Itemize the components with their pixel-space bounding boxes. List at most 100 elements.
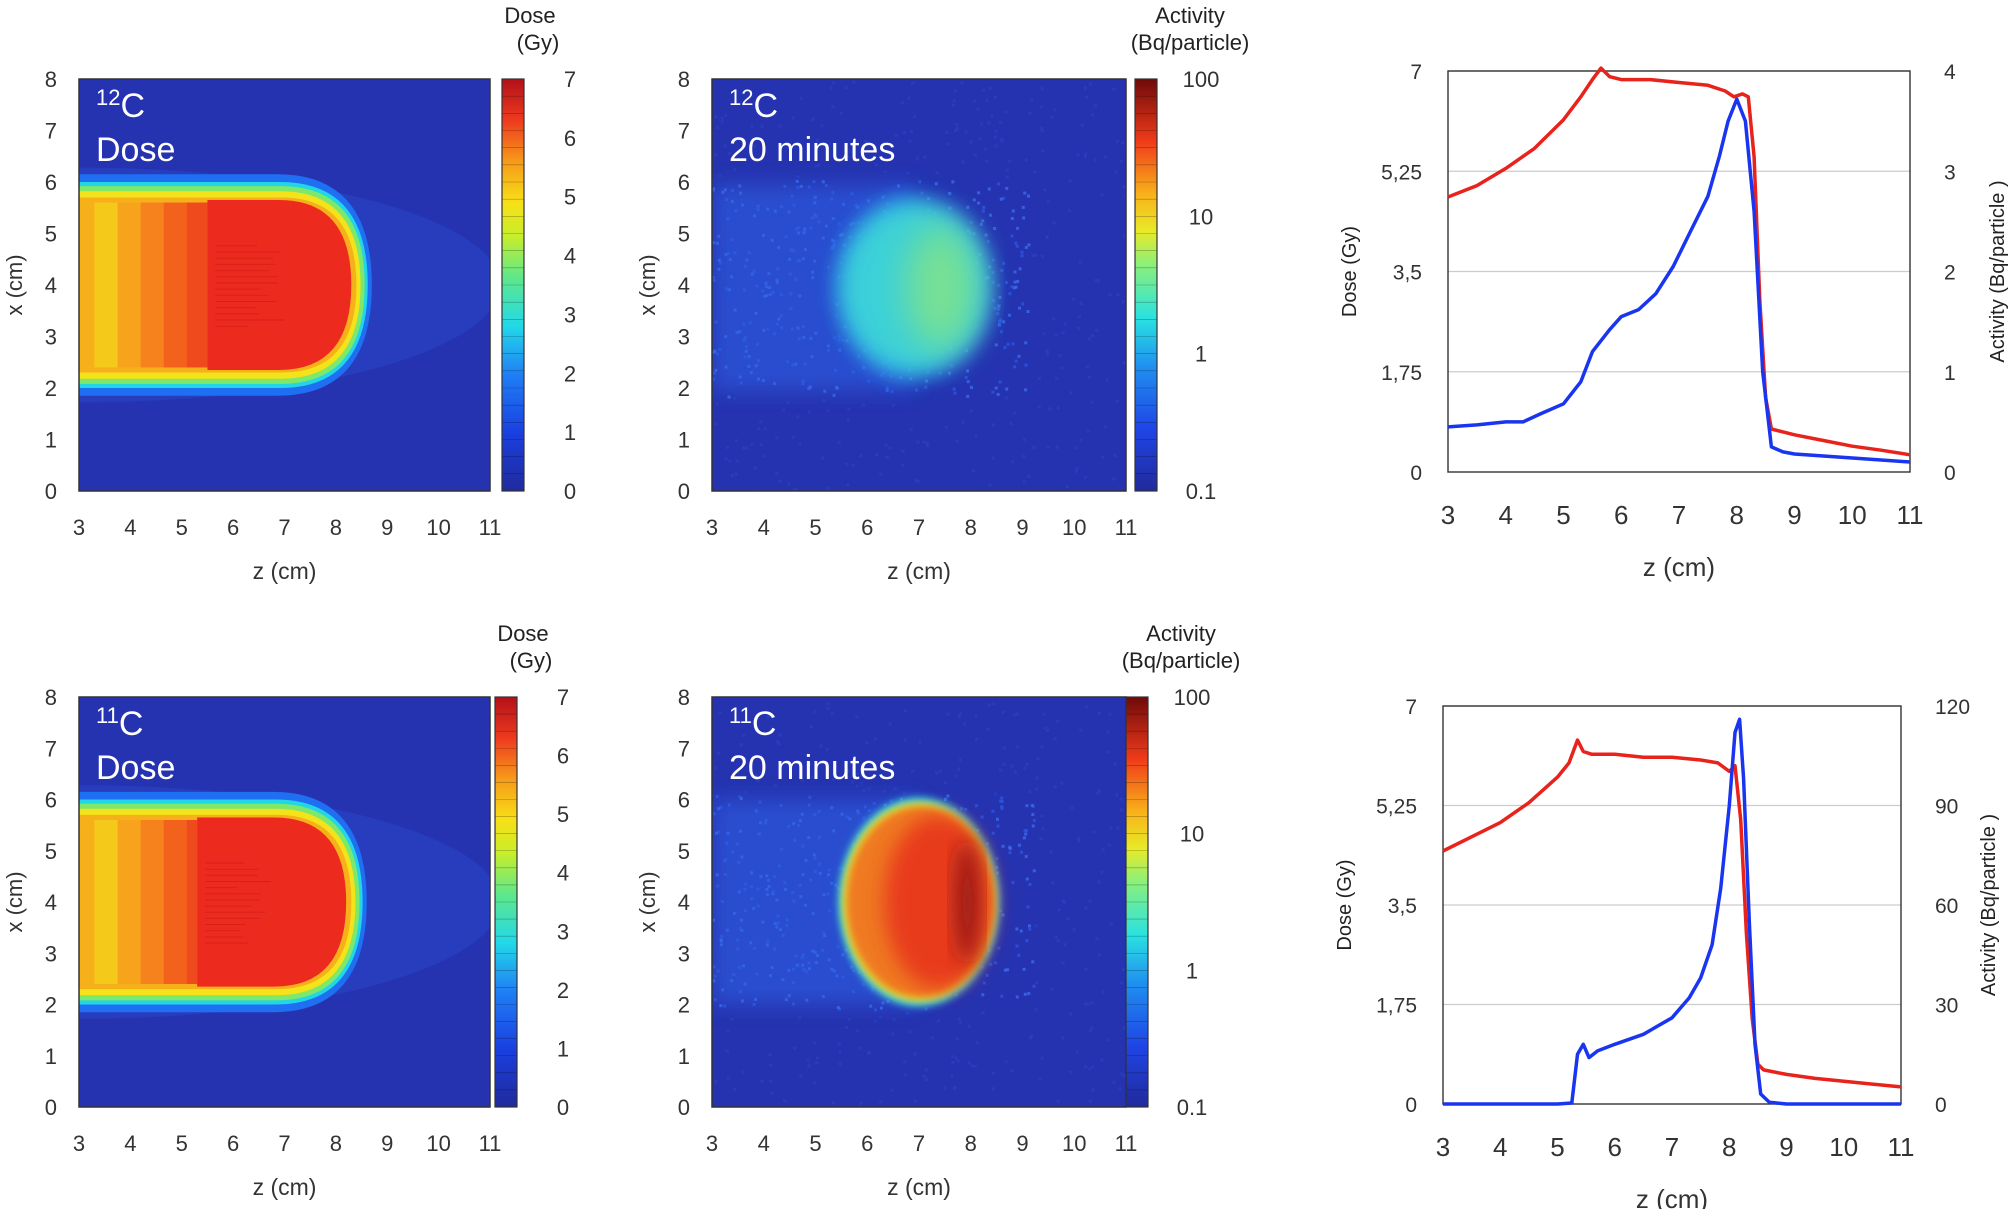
- y-tick-label: 8: [45, 685, 57, 710]
- y-tick-label: 4: [678, 890, 690, 915]
- colorbar-tick-label: 1: [557, 1036, 569, 1061]
- x-tick-label: 9: [381, 515, 393, 540]
- y-tick-label: 4: [45, 273, 57, 298]
- x-tick-label: 11: [1897, 500, 1924, 530]
- y-tick-label: 2: [678, 376, 690, 401]
- y-axis-label: x (cm): [635, 254, 660, 315]
- y-axis-label: x (cm): [2, 254, 27, 315]
- colorbar-tick-label: 6: [564, 126, 576, 151]
- y-tick-label: 7: [678, 119, 690, 144]
- y-right-axis-label: Activity (Bq/particle ): [1978, 814, 2000, 996]
- y-tick-label: 3: [678, 325, 690, 350]
- dose-band: [186, 202, 208, 368]
- y-right-tick-label: 3: [1944, 161, 1956, 184]
- x-tick-label: 7: [278, 1131, 290, 1156]
- x-tick-label: 10: [1062, 1131, 1086, 1156]
- y-tick-label: 5: [678, 839, 690, 864]
- x-tick-label: 7: [1672, 500, 1686, 530]
- x-tick-label: 10: [1829, 1132, 1858, 1162]
- x-axis-label: z (cm): [887, 558, 951, 584]
- y-tick-label: 8: [45, 67, 57, 92]
- x-tick-label: 8: [1730, 500, 1744, 530]
- y-tick-label: 2: [678, 993, 690, 1018]
- x-tick-label: 9: [1016, 515, 1028, 540]
- dose-peak-region: [207, 200, 352, 370]
- x-tick-label: 6: [1614, 500, 1628, 530]
- y-right-axis-label: Activity (Bq/particle ): [1987, 180, 2008, 362]
- x-tick-label: 11: [1115, 1131, 1138, 1156]
- x-tick-label: 5: [176, 1131, 188, 1156]
- x-tick-label: 9: [1787, 500, 1801, 530]
- colorbar-tick-label: 10: [1189, 204, 1213, 229]
- colorbar-tick-label: 6: [557, 744, 569, 769]
- line-panel-p6: 3 4 5 6 7 8 9 10 11 0 1,75 3,5 5,25 7 0 30 60 90 120 z (cm)…: [1334, 696, 2000, 1209]
- colorbar-tick-label: 1: [1186, 958, 1198, 983]
- y-left-tick-label: 3,5: [1393, 262, 1422, 285]
- colorbar-unit: (Gy): [510, 648, 553, 673]
- dose-band: [186, 820, 198, 984]
- y-tick-label: 5: [45, 222, 57, 247]
- x-tick-label: 3: [706, 515, 718, 540]
- colorbar-frame: [1125, 696, 1149, 1108]
- nuclide-symbol: C: [120, 87, 145, 125]
- x-tick-label: 7: [913, 515, 925, 540]
- panel-label: Dose: [96, 131, 175, 169]
- panel-nuclide-label: 11C: [96, 703, 143, 743]
- x-tick-label: 6: [861, 1131, 873, 1156]
- nuclide-mass: 12: [729, 85, 753, 110]
- y-left-tick-label: 1,75: [1381, 362, 1422, 385]
- x-tick-label: 4: [124, 515, 136, 540]
- y-tick-label: 5: [45, 839, 57, 864]
- y-tick-label: 1: [45, 1044, 57, 1069]
- y-tick-label: 5: [678, 222, 690, 247]
- y-right-tick-label: 1: [1944, 362, 1956, 385]
- y-tick-label: 7: [45, 119, 57, 144]
- colorbar-tick-label: 1: [1195, 342, 1207, 367]
- panel-nuclide-label: 11C: [729, 703, 776, 743]
- x-tick-label: 5: [1550, 1132, 1564, 1162]
- y-tick-label: 0: [678, 1095, 690, 1120]
- y-right-tick-label: 60: [1935, 895, 1958, 918]
- panel-label: 20 minutes: [729, 131, 895, 169]
- panel-label: Dose: [96, 749, 175, 787]
- plot-frame: [78, 696, 491, 1108]
- y-tick-label: 6: [678, 170, 690, 195]
- nuclide-mass: 12: [96, 85, 120, 110]
- y-left-axis-label: Dose (Gy): [1339, 226, 1361, 317]
- y-tick-label: 8: [678, 685, 690, 710]
- plot-frame: [711, 78, 1127, 492]
- dose-peak-region: [197, 817, 347, 987]
- colorbar: [1126, 697, 1148, 1107]
- x-tick-label: 3: [1441, 500, 1455, 530]
- x-tick-label: 9: [1016, 1131, 1028, 1156]
- panel-nuclide-label: 12C: [729, 85, 778, 125]
- colorbar-tick-label: 2: [557, 978, 569, 1003]
- colorbar: [502, 79, 524, 491]
- x-axis-label: z (cm): [1643, 552, 1715, 582]
- heatmap-field: [79, 785, 490, 1019]
- x-tick-label: 4: [758, 515, 770, 540]
- heatmap-field: [712, 80, 1126, 491]
- x-tick-label: 5: [1556, 500, 1570, 530]
- colorbar-tick-label: 4: [564, 244, 576, 269]
- x-tick-label: 11: [479, 1131, 502, 1156]
- y-right-tick-label: 0: [1935, 1094, 1947, 1117]
- y-right-tick-label: 4: [1944, 61, 1956, 84]
- colorbar-tick-label: 7: [557, 685, 569, 710]
- x-tick-label: 6: [227, 515, 239, 540]
- colorbar: [1135, 79, 1157, 491]
- y-right-tick-label: 120: [1935, 696, 1970, 719]
- x-tick-label: 4: [124, 1131, 136, 1156]
- y-tick-label: 7: [45, 736, 57, 761]
- y-right-tick-label: 90: [1935, 796, 1958, 819]
- y-left-tick-label: 1,75: [1376, 995, 1417, 1018]
- x-tick-label: 8: [1722, 1132, 1736, 1162]
- x-tick-label: 11: [1888, 1132, 1915, 1162]
- y-tick-label: 0: [45, 1095, 57, 1120]
- y-tick-label: 1: [45, 428, 57, 453]
- y-left-tick-label: 0: [1405, 1094, 1417, 1117]
- x-tick-label: 10: [1838, 500, 1867, 530]
- nuclide-symbol: C: [119, 705, 144, 743]
- y-tick-label: 3: [45, 325, 57, 350]
